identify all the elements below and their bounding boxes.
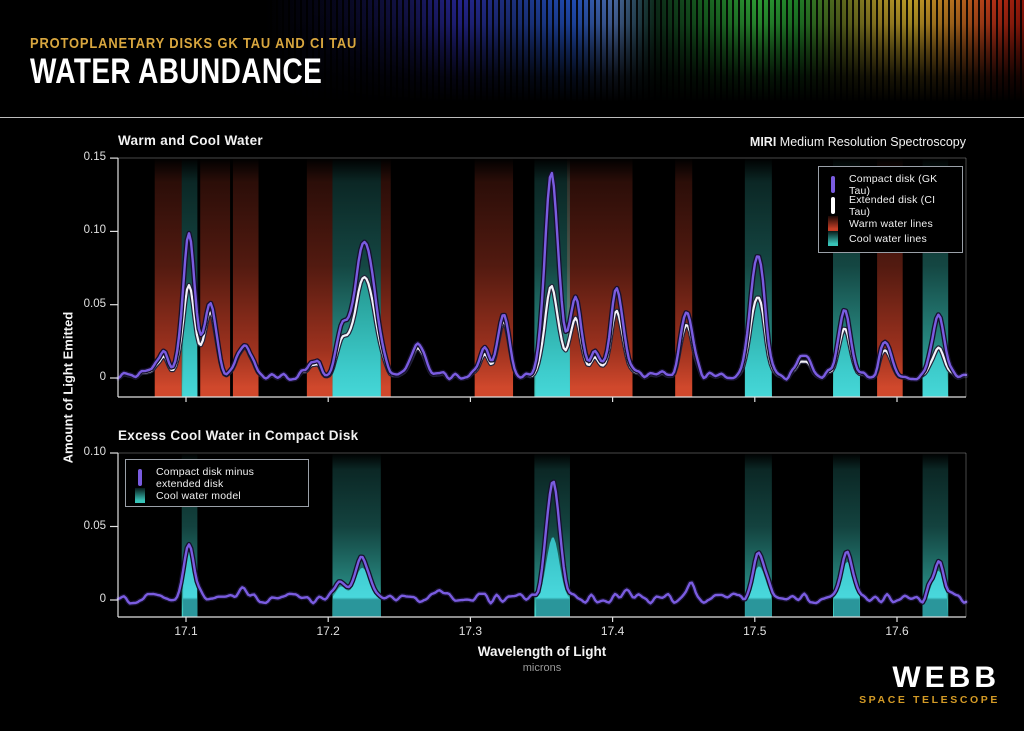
band-swatch-icon: [828, 231, 842, 246]
webb-logo: WEBB SPACE TELESCOPE: [859, 661, 1000, 707]
chart1-title: Warm and Cool Water: [118, 133, 263, 148]
chart1-legend-item-2: Warm water lines: [828, 216, 953, 231]
chart2-ytick-0.05: 0.05: [83, 519, 106, 532]
chart1-legend-item-1: Extended disk (CI Tau): [828, 193, 953, 218]
xtick-17.4: 17.4: [600, 624, 625, 638]
header-divider: [0, 117, 1024, 118]
line-swatch-icon: [135, 469, 149, 486]
line-swatch-icon: [828, 197, 842, 214]
spectrum-banner-image: [0, 0, 1024, 106]
chart1-legend: Compact disk (GK Tau) Extended disk (CI T…: [818, 166, 963, 253]
chart1-instrument-label: MIRI Medium Resolution Spectroscopy: [750, 135, 966, 149]
x-axis-unit: microns: [522, 662, 562, 674]
y-axis-label: Amount of Light Emitted: [60, 311, 76, 464]
x-axis-label: Wavelength of Light: [477, 644, 607, 659]
xtick-17.2: 17.2: [316, 624, 340, 638]
chart1-ytick-0.10: 0.10: [83, 224, 106, 237]
header-kicker: PROTOPLANETARY DISKS GK TAU AND CI TAU: [30, 35, 358, 52]
chart1-legend-item-0: Compact disk (GK Tau): [828, 172, 953, 197]
chart1-legend-label-0: Compact disk (GK Tau): [849, 172, 938, 197]
line-swatch-icon: [828, 176, 842, 193]
xtick-17.3: 17.3: [458, 624, 483, 638]
header: PROTOPLANETARY DISKS GK TAU AND CI TAU W…: [0, 0, 1024, 118]
instrument-mode: Medium Resolution Spectroscopy: [779, 135, 966, 149]
chart2-ytick-0.10: 0.10: [83, 446, 106, 458]
chart1-ytick-0: 0: [99, 371, 106, 383]
chart1-ytick-0.15: 0.15: [83, 151, 106, 164]
chart1-legend-label-1: Extended disk (CI Tau): [849, 193, 936, 218]
xtick-17.1: 17.1: [174, 624, 198, 638]
page-title: WATER ABUNDANCE: [30, 52, 323, 91]
xtick-17.6: 17.6: [885, 624, 909, 638]
chart2-legend-label-0: Compact disk minus extended disk: [156, 465, 255, 490]
chart1-legend-label-2: Warm water lines: [849, 217, 933, 230]
xtick-17.5: 17.5: [743, 624, 767, 638]
webb-logo-name: WEBB: [892, 661, 1000, 694]
band-swatch-icon: [828, 216, 842, 231]
chart2-legend: Compact disk minus extended disk Cool wat…: [125, 459, 309, 507]
chart2-title: Excess Cool Water in Compact Disk: [118, 428, 359, 443]
chart2-legend-item-0: Compact disk minus extended disk: [135, 465, 299, 490]
chart1-legend-item-3: Cool water lines: [828, 231, 953, 246]
chart2-legend-label-1: Cool water model: [156, 489, 241, 502]
chart1-legend-label-3: Cool water lines: [849, 232, 927, 245]
webb-logo-subtitle: SPACE TELESCOPE: [859, 694, 1000, 706]
chart2-ytick-0: 0: [99, 593, 106, 605]
chart1-ytick-0.05: 0.05: [83, 297, 106, 310]
band-swatch-icon: [135, 488, 149, 503]
instrument-name: MIRI: [749, 135, 777, 149]
chart2-legend-item-1: Cool water model: [135, 488, 299, 503]
